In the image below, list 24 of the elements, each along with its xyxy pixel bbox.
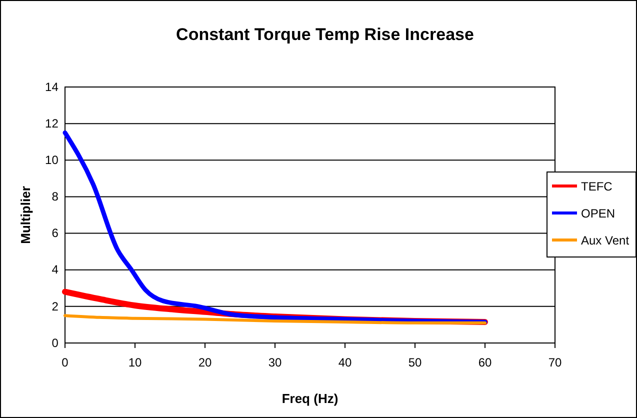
x-tick-label: 10 [128,356,142,370]
y-tick-label: 10 [45,152,59,167]
x-tick-label: 70 [548,356,562,370]
x-tick-label: 20 [198,356,212,370]
x-axis-title: Freq (Hz) [282,391,338,406]
y-tick-label: 14 [45,80,59,94]
line-series [62,130,488,324]
chart-title: Constant Torque Temp Rise Increase [176,25,474,44]
legend-label: OPEN [581,206,616,220]
legend-label: Aux Vent [581,234,630,248]
x-tick-label: 0 [62,356,69,370]
y-tick-label: 4 [52,262,59,277]
x-tick-label: 30 [268,356,282,370]
y-tick-label: 6 [52,226,59,240]
x-tick-label: 40 [338,356,352,370]
legend-label: TEFC [581,180,613,194]
y-axis-title: Multiplier [18,186,33,244]
y-tick-label: 2 [52,299,59,314]
x-tick-label: 60 [478,356,492,370]
y-tick-label: 0 [52,336,59,350]
y-tick-label: 8 [52,190,59,204]
line-series [64,314,486,324]
x-tick-label: 50 [408,356,422,370]
y-tick-label: 12 [45,116,59,130]
